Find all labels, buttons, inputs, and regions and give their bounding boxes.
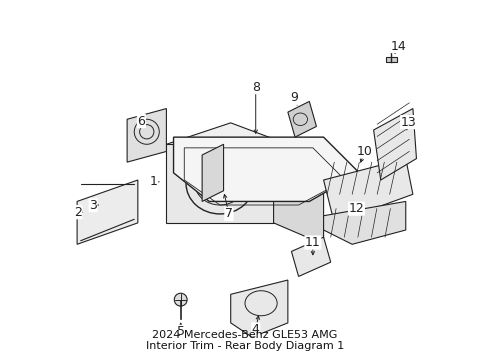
Polygon shape bbox=[127, 109, 167, 162]
Text: 14: 14 bbox=[391, 40, 407, 53]
Circle shape bbox=[174, 293, 187, 306]
Polygon shape bbox=[288, 102, 317, 137]
Bar bbox=[386, 57, 397, 62]
Ellipse shape bbox=[215, 179, 225, 189]
Text: 11: 11 bbox=[305, 236, 321, 249]
Polygon shape bbox=[231, 280, 288, 337]
Text: 8: 8 bbox=[252, 81, 260, 94]
Text: 6: 6 bbox=[138, 114, 146, 127]
Polygon shape bbox=[323, 202, 406, 244]
Polygon shape bbox=[292, 237, 331, 276]
Polygon shape bbox=[77, 180, 138, 244]
Polygon shape bbox=[323, 158, 413, 223]
Text: 3: 3 bbox=[89, 198, 97, 212]
Polygon shape bbox=[273, 144, 323, 244]
Text: 2: 2 bbox=[74, 206, 82, 219]
Polygon shape bbox=[173, 137, 359, 202]
Text: 5: 5 bbox=[177, 325, 185, 338]
Text: 2024 Mercedes-Benz GLE53 AMG
Interior Trim - Rear Body Diagram 1: 2024 Mercedes-Benz GLE53 AMG Interior Tr… bbox=[146, 330, 344, 351]
Text: 12: 12 bbox=[348, 202, 365, 215]
Text: 1: 1 bbox=[150, 175, 158, 188]
Text: 13: 13 bbox=[401, 116, 416, 129]
Polygon shape bbox=[373, 109, 416, 180]
Polygon shape bbox=[167, 144, 273, 223]
Text: 9: 9 bbox=[291, 91, 298, 104]
Text: 10: 10 bbox=[357, 145, 372, 158]
Polygon shape bbox=[202, 144, 223, 202]
Text: 4: 4 bbox=[252, 323, 260, 336]
Text: 7: 7 bbox=[225, 207, 233, 220]
Polygon shape bbox=[167, 123, 288, 166]
